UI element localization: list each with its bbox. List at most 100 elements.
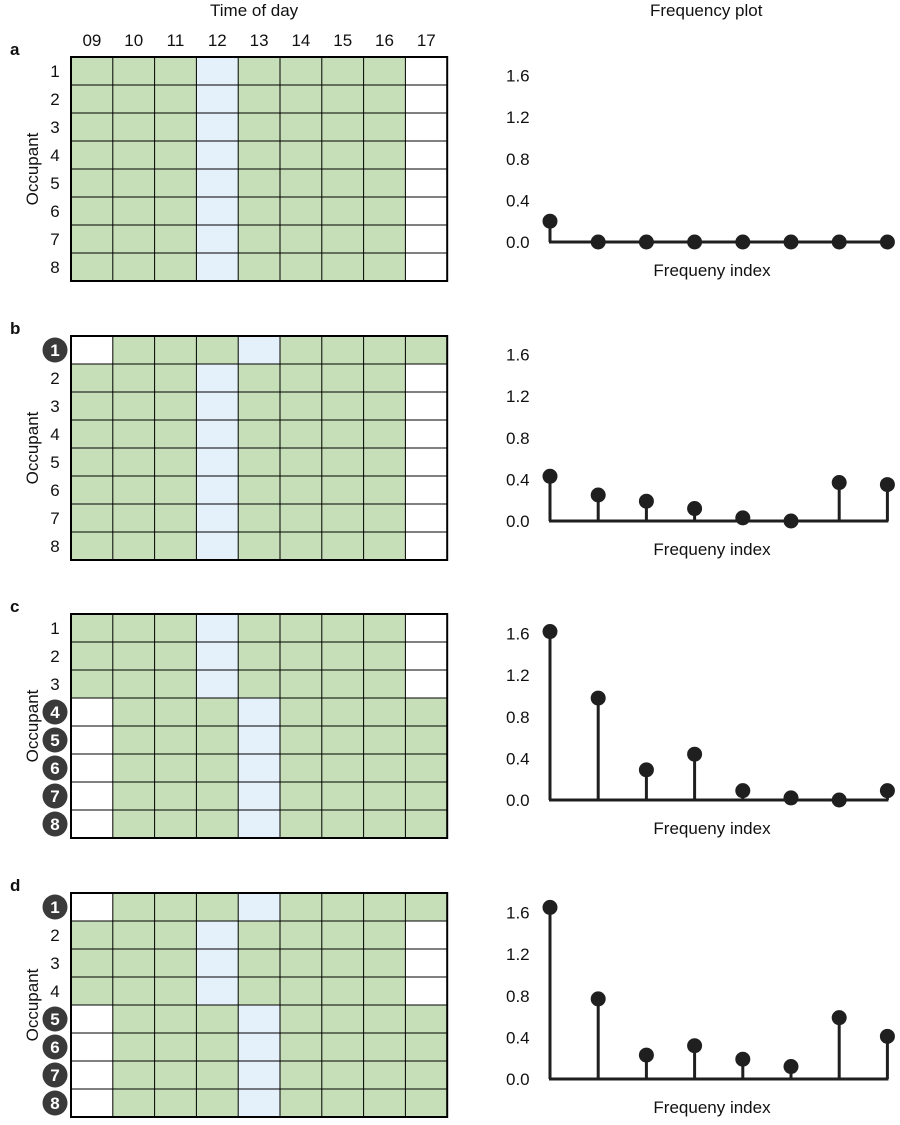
occupant-badge	[42, 1062, 68, 1088]
schedule-cell	[238, 253, 280, 281]
schedule-cell	[280, 726, 322, 754]
occupant-badge	[42, 783, 68, 809]
schedule-cell	[154, 893, 197, 921]
schedule-cell	[196, 57, 239, 85]
schedule-cell	[363, 253, 406, 281]
stem-ytick-label: 1.2	[506, 945, 530, 964]
schedule-cell	[280, 253, 322, 281]
schedule-cell	[196, 364, 239, 392]
schedule-grid-border	[70, 56, 449, 282]
schedule-cell	[196, 782, 239, 810]
schedule-cell	[280, 1005, 322, 1033]
schedule-cell	[405, 141, 448, 169]
schedule-cell	[405, 364, 448, 392]
schedule-cell	[154, 336, 197, 364]
stem-marker	[590, 487, 606, 503]
schedule-cell	[405, 1089, 448, 1117]
schedule-cell	[405, 670, 448, 698]
stem-ytick-label: 0.4	[506, 749, 530, 768]
schedule-cell	[196, 225, 239, 253]
occupant-label: 2	[50, 647, 59, 666]
schedule-cell	[154, 754, 197, 782]
schedule-cell	[154, 364, 197, 392]
occupant-axis-label: Occupant	[23, 968, 42, 1041]
stem-marker	[831, 475, 847, 491]
stem-marker	[831, 1010, 847, 1026]
schedule-cell	[154, 921, 197, 949]
stem-marker	[542, 624, 558, 640]
panel-b: b Occupant 1 2 3 4 5 6 7 8 0.0 0.4 0.8 1.2 1.6 Frequeny…	[10, 319, 895, 561]
schedule-cell	[363, 642, 406, 670]
schedule-cell	[112, 253, 155, 281]
panel-c: c Occupant 1 2 3 4 5 6 7 8 0.0 0.4 0.8 1.2 1.6 Frequeny…	[10, 597, 895, 839]
schedule-cell	[363, 726, 406, 754]
schedule-cell	[196, 141, 239, 169]
schedule-cell	[196, 754, 239, 782]
schedule-cell	[405, 336, 448, 364]
stem-marker	[735, 510, 751, 526]
schedule-cell	[280, 614, 322, 642]
schedule-cell	[112, 921, 155, 949]
occupant-label: 7	[50, 230, 59, 249]
schedule-grid-border	[70, 613, 449, 839]
schedule-cell	[112, 726, 155, 754]
occupant-label: 2	[50, 926, 59, 945]
schedule-cell	[280, 642, 322, 670]
schedule-cell	[71, 532, 113, 560]
schedule-cell	[405, 782, 448, 810]
schedule-cell	[71, 670, 113, 698]
schedule-cell	[363, 782, 406, 810]
occupant-badge-label: 1	[50, 341, 59, 360]
schedule-cell	[71, 782, 113, 810]
schedule-cell	[321, 921, 364, 949]
occupant-label: 2	[50, 369, 59, 388]
schedule-cell	[196, 949, 239, 977]
schedule-cell	[196, 85, 239, 113]
hour-label-14: 14	[291, 31, 310, 50]
schedule-cell	[321, 336, 364, 364]
schedule-cell	[405, 1005, 448, 1033]
schedule-cell	[238, 810, 280, 838]
stem-marker	[542, 899, 558, 915]
schedule-cell	[363, 197, 406, 225]
schedule-cell	[321, 476, 364, 504]
schedule-cell	[405, 113, 448, 141]
stem-marker	[590, 991, 606, 1007]
stem-marker	[831, 234, 847, 250]
schedule-cell	[71, 141, 113, 169]
stem-marker	[687, 501, 703, 517]
stem-ytick-label: 0.4	[506, 1028, 530, 1047]
time-of-day-header: Time of day	[210, 1, 299, 20]
occupant-badge-label: 6	[50, 1038, 59, 1057]
schedule-cell	[321, 614, 364, 642]
occupant-badge-label: 1	[50, 898, 59, 917]
schedule-cell	[196, 532, 239, 560]
schedule-cell	[405, 420, 448, 448]
schedule-cell	[154, 726, 197, 754]
schedule-cell	[196, 1089, 239, 1117]
schedule-cell	[363, 504, 406, 532]
schedule-cell	[405, 810, 448, 838]
schedule-cell	[280, 921, 322, 949]
schedule-cell	[238, 670, 280, 698]
schedule-cell	[71, 614, 113, 642]
schedule-cell	[71, 642, 113, 670]
occupant-badge	[42, 727, 68, 753]
schedule-cell	[405, 949, 448, 977]
stem-ytick-label: 1.6	[506, 625, 530, 644]
stem-marker	[687, 234, 703, 250]
schedule-cell	[71, 476, 113, 504]
schedule-cell	[280, 197, 322, 225]
schedule-cell	[112, 670, 155, 698]
schedule-cell	[154, 642, 197, 670]
schedule-cell	[280, 1033, 322, 1061]
occupant-label: 6	[50, 202, 59, 221]
frequency-plot-header: Frequency plot	[650, 1, 763, 20]
stem-ytick-label: 0.4	[506, 470, 530, 489]
schedule-cell	[112, 642, 155, 670]
schedule-cell	[196, 670, 239, 698]
schedule-cell	[238, 532, 280, 560]
schedule-cell	[196, 336, 239, 364]
schedule-cell	[363, 476, 406, 504]
schedule-cell	[321, 532, 364, 560]
